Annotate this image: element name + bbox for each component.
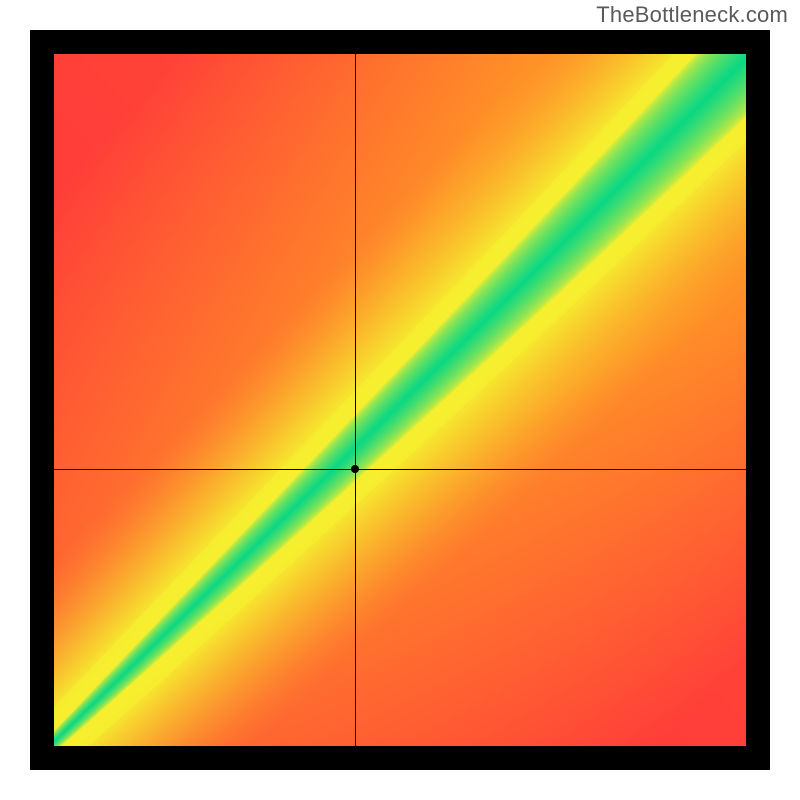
plot-frame bbox=[30, 30, 770, 770]
heatmap-canvas bbox=[54, 54, 746, 746]
crosshair-horizontal bbox=[54, 469, 746, 470]
watermark-text: TheBottleneck.com bbox=[596, 2, 788, 28]
crosshair-vertical bbox=[355, 54, 356, 746]
